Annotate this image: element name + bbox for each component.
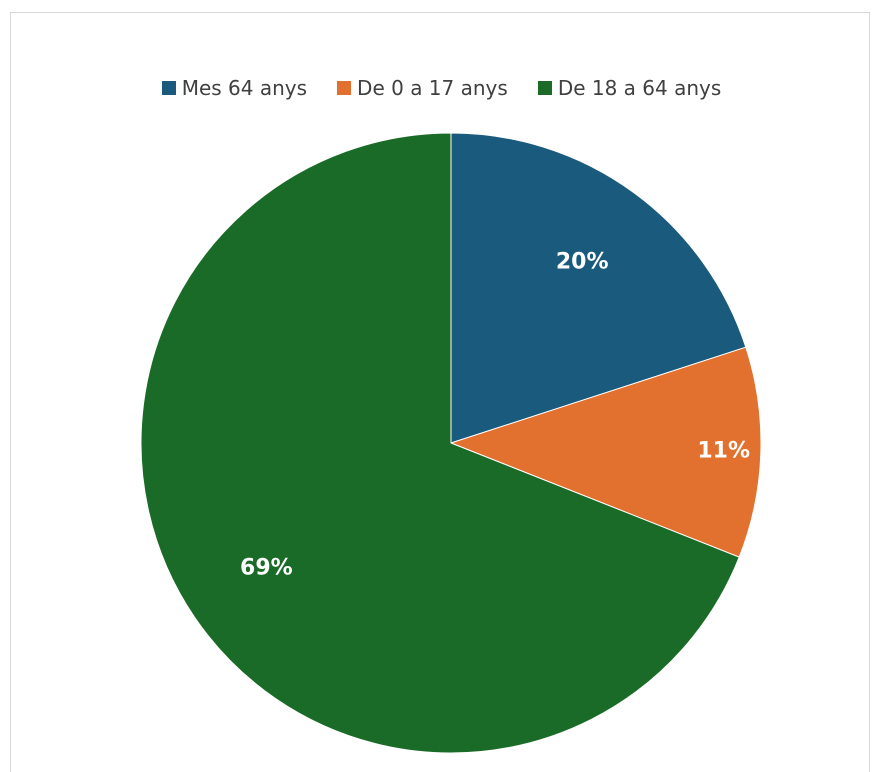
slice-label-18-64: 69% bbox=[240, 555, 293, 580]
legend-swatch-18-64 bbox=[537, 81, 552, 95]
pie-slice-0-17 bbox=[449, 346, 762, 558]
legend-label-18-64: De 18 a 64 anys bbox=[557, 76, 722, 100]
pie-slice-mes-64 bbox=[450, 132, 747, 444]
pie-slice-18-64 bbox=[140, 132, 740, 754]
slice-label-mes-64: 20% bbox=[556, 249, 609, 274]
legend-item-mes-64: Mes 64 anys bbox=[161, 76, 308, 100]
slice-label-0-17: 11% bbox=[697, 439, 750, 464]
legend-item-18-64: De 18 a 64 anys bbox=[537, 76, 722, 100]
legend-label-0-17: De 0 a 17 anys bbox=[357, 76, 508, 100]
legend-label-mes-64: Mes 64 anys bbox=[181, 76, 308, 100]
chart-legend: Mes 64 anys De 0 a 17 anys De 18 a 64 an… bbox=[0, 76, 883, 100]
legend-item-0-17: De 0 a 17 anys bbox=[337, 76, 508, 100]
legend-swatch-0-17 bbox=[337, 81, 352, 95]
legend-swatch-mes-64 bbox=[161, 81, 176, 95]
